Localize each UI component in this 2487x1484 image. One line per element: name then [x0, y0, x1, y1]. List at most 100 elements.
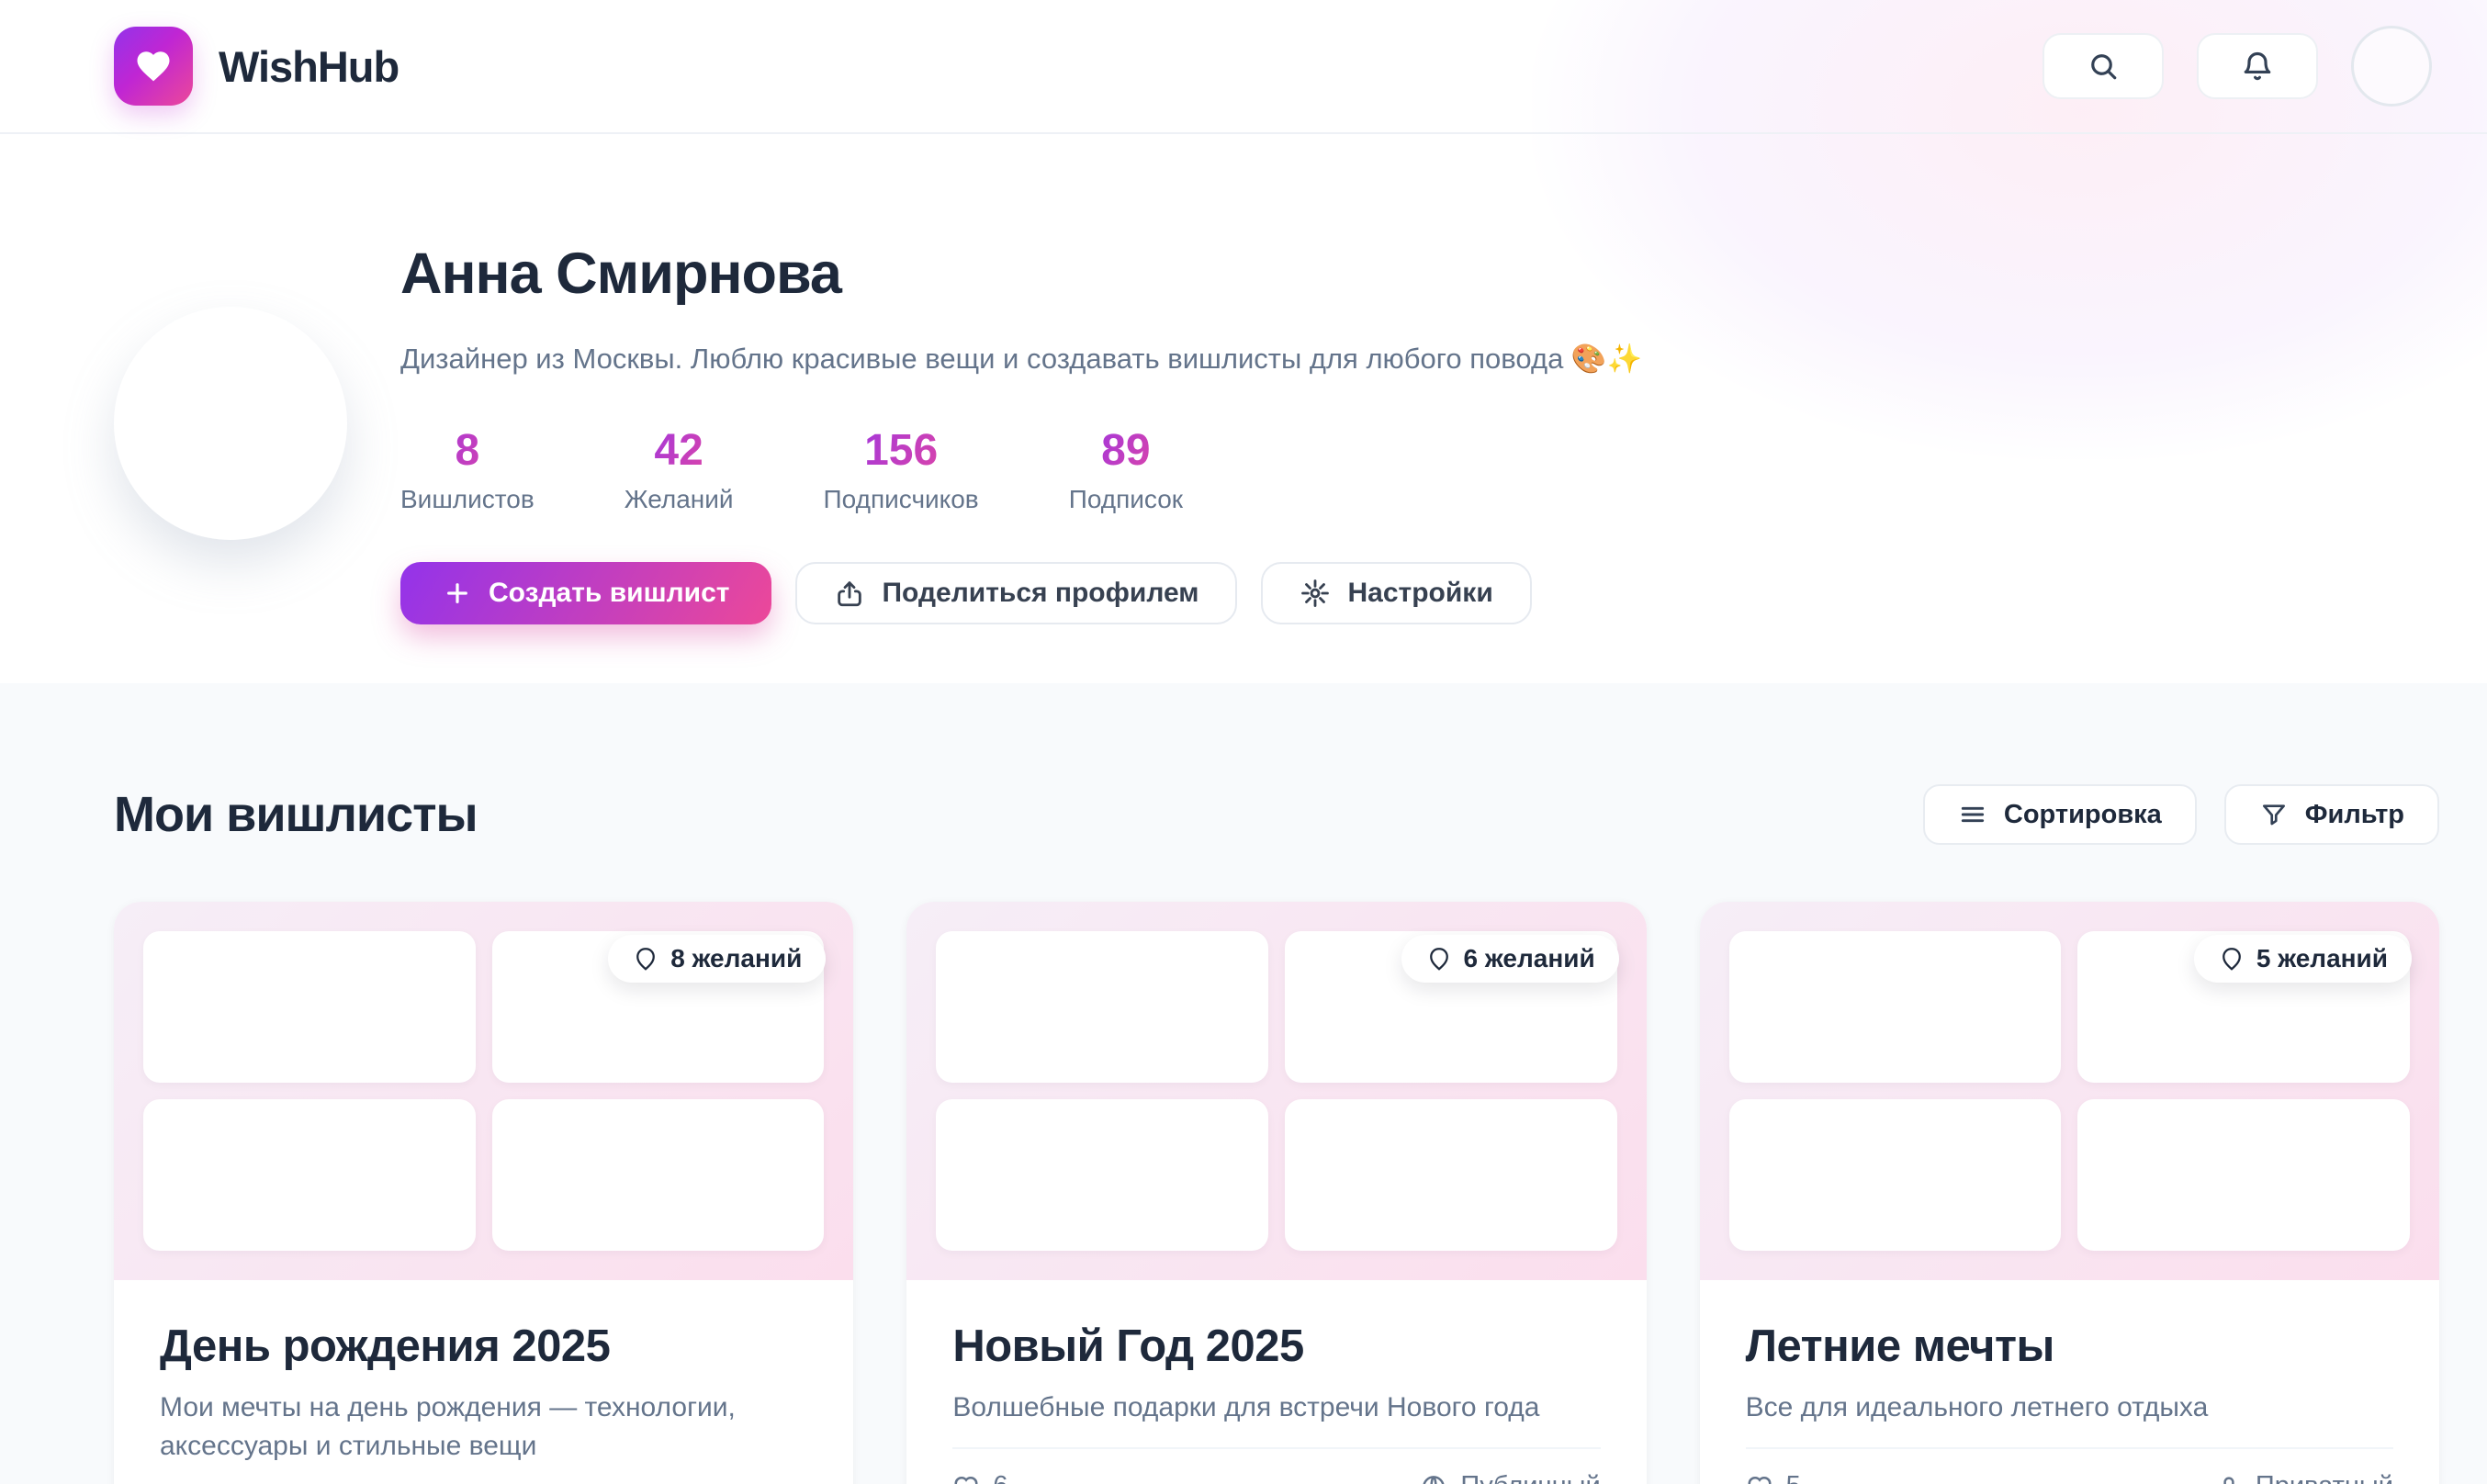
preview-tile — [1728, 1099, 2062, 1251]
search-button[interactable] — [2042, 33, 2164, 99]
visibility-label: Публичный — [1460, 1471, 1600, 1484]
section-actions: Сортировка Фильтр — [1922, 784, 2439, 845]
stat-label: Вишлистов — [400, 485, 535, 513]
balloon-icon — [1425, 945, 1453, 972]
wish-count-label: 6 желаний — [1463, 944, 1595, 972]
likes-count: 5 — [1786, 1471, 1801, 1484]
heart-outline-icon — [952, 1473, 980, 1484]
balloon-icon — [632, 945, 659, 972]
stat-value: 42 — [625, 425, 734, 476]
wishlist-description: Волшебные подарки для встречи Нового год… — [952, 1392, 1540, 1423]
wishlist-title: Летние мечты — [1745, 1321, 2055, 1371]
stat-wishes: 42 Желаний — [625, 425, 734, 514]
stat-value: 89 — [1069, 425, 1183, 476]
filter-button[interactable]: Фильтр — [2223, 784, 2439, 845]
gear-icon — [1300, 578, 1331, 609]
stat-label: Желаний — [624, 485, 734, 513]
sort-button[interactable]: Сортировка — [1922, 784, 2197, 845]
likes: 5 — [1746, 1471, 1801, 1484]
plus-icon — [443, 579, 472, 608]
wishlist-card-body: День рождения 2025 Мои мечты на день рож… — [114, 1280, 853, 1484]
wishlist-preview: 5 желаний — [1699, 902, 2439, 1280]
profile-info: Анна Смирнова Дизайнер из Москвы. Люблю … — [400, 241, 1642, 624]
profile-stats: 8 Вишлистов 42 Желаний 156 Подписчиков 8… — [400, 425, 1642, 514]
settings-button[interactable]: Настройки — [1261, 562, 1532, 624]
stat-label: Подписчиков — [823, 485, 979, 513]
user-avatar[interactable] — [2351, 26, 2432, 107]
share-profile-button[interactable]: Поделиться профилем — [795, 562, 1238, 624]
stat-value: 156 — [824, 425, 979, 476]
wishlist-grid: 8 желаний День рождения 2025 Мои мечты н… — [114, 902, 2439, 1484]
lock-icon — [2215, 1473, 2243, 1484]
preview-tile — [1728, 931, 2062, 1083]
preview-tile — [936, 931, 1268, 1083]
heart-icon — [134, 47, 173, 85]
stat-followers: 156 Подписчиков — [824, 425, 979, 514]
stat-following: 89 Подписок — [1069, 425, 1183, 514]
wishlist-card-body: Новый Год 2025 Волшебные подарки для вст… — [906, 1280, 1646, 1484]
bell-icon — [2241, 50, 2274, 83]
brand: WishHub — [114, 27, 399, 106]
wishlist-footer: 5 Приватный — [1746, 1471, 2393, 1484]
header-actions — [2042, 26, 2432, 107]
preview-tile — [936, 1099, 1268, 1251]
filter-label: Фильтр — [2304, 799, 2404, 829]
section-head: Мои вишлисты Сортировка Фильтр — [114, 784, 2439, 845]
section-title: Мои вишлисты — [114, 787, 478, 842]
profile-header: Анна Смирнова Дизайнер из Москвы. Люблю … — [0, 134, 2487, 683]
visibility: Приватный — [2215, 1471, 2393, 1484]
profile-bio: Дизайнер из Москвы. Люблю красивые вещи … — [400, 343, 1643, 375]
wish-count-label: 5 желаний — [2256, 944, 2388, 972]
likes-count: 6 — [993, 1471, 1007, 1484]
wishlist-card-summer[interactable]: 5 желаний Летние мечты Все для идеальног… — [1699, 902, 2439, 1484]
settings-label: Настройки — [1347, 578, 1493, 608]
top-area: WishHub — [0, 0, 2487, 683]
share-profile-label: Поделиться профилем — [882, 578, 1199, 608]
profile-avatar — [114, 307, 347, 540]
brand-name: WishHub — [219, 41, 399, 91]
stat-wishlists: 8 Вишлистов — [400, 425, 535, 514]
preview-tile — [143, 931, 476, 1083]
wish-count-badge: 5 желаний — [2193, 935, 2412, 983]
stat-value: 8 — [400, 425, 535, 476]
sort-label: Сортировка — [2003, 799, 2162, 829]
divider — [952, 1447, 1601, 1450]
stat-label: Подписок — [1068, 485, 1184, 513]
wishlist-card-new-year[interactable]: 6 желаний Новый Год 2025 Волшебные подар… — [906, 902, 1647, 1484]
wishlist-description: Мои мечты на день рождения — технологии,… — [160, 1392, 736, 1462]
notifications-button[interactable] — [2197, 33, 2318, 99]
wishhub-logo — [114, 27, 193, 106]
wish-count-badge: 6 желаний — [1401, 935, 1619, 983]
wishlist-description: Все для идеального летнего отдыха — [1745, 1392, 2209, 1423]
visibility: Публичный — [1420, 1471, 1601, 1484]
top-navigation-bar: WishHub — [0, 0, 2487, 134]
wishlist-footer: 6 Публичный — [952, 1471, 1601, 1484]
filter-icon — [2259, 800, 2289, 829]
create-wishlist-button[interactable]: Создать вишлист — [400, 562, 772, 624]
wishlist-title: День рождения 2025 — [160, 1321, 611, 1371]
preview-tile — [491, 1099, 825, 1251]
wish-count-badge: 8 желаний — [608, 935, 827, 983]
share-icon — [834, 578, 865, 609]
globe-icon — [1420, 1473, 1447, 1484]
profile-actions: Создать вишлист Поделиться профилем — [400, 562, 1642, 624]
preview-tile — [2077, 1099, 2410, 1251]
heart-outline-icon — [1746, 1473, 1773, 1484]
preview-tile — [143, 1099, 476, 1251]
balloon-icon — [2218, 945, 2245, 972]
wishlist-preview: 8 желаний — [114, 902, 854, 1280]
wishlist-title: Новый Год 2025 — [952, 1321, 1304, 1371]
wishlist-preview: 6 желаний — [906, 902, 1647, 1280]
likes: 6 — [952, 1471, 1007, 1484]
visibility-label: Приватный — [2256, 1471, 2393, 1484]
wishlists-section: Мои вишлисты Сортировка Фильтр — [0, 683, 2487, 1484]
create-wishlist-label: Создать вишлист — [489, 578, 730, 608]
divider — [1745, 1447, 2393, 1450]
wish-count-label: 8 желаний — [670, 944, 803, 972]
profile-name: Анна Смирнова — [400, 242, 842, 306]
sort-icon — [1958, 800, 1987, 829]
search-icon — [2087, 50, 2120, 83]
preview-tile — [1284, 1099, 1617, 1251]
wishlist-card-body: Летние мечты Все для идеального летнего … — [1700, 1280, 2439, 1484]
wishlist-card-birthday[interactable]: 8 желаний День рождения 2025 Мои мечты н… — [114, 902, 854, 1484]
